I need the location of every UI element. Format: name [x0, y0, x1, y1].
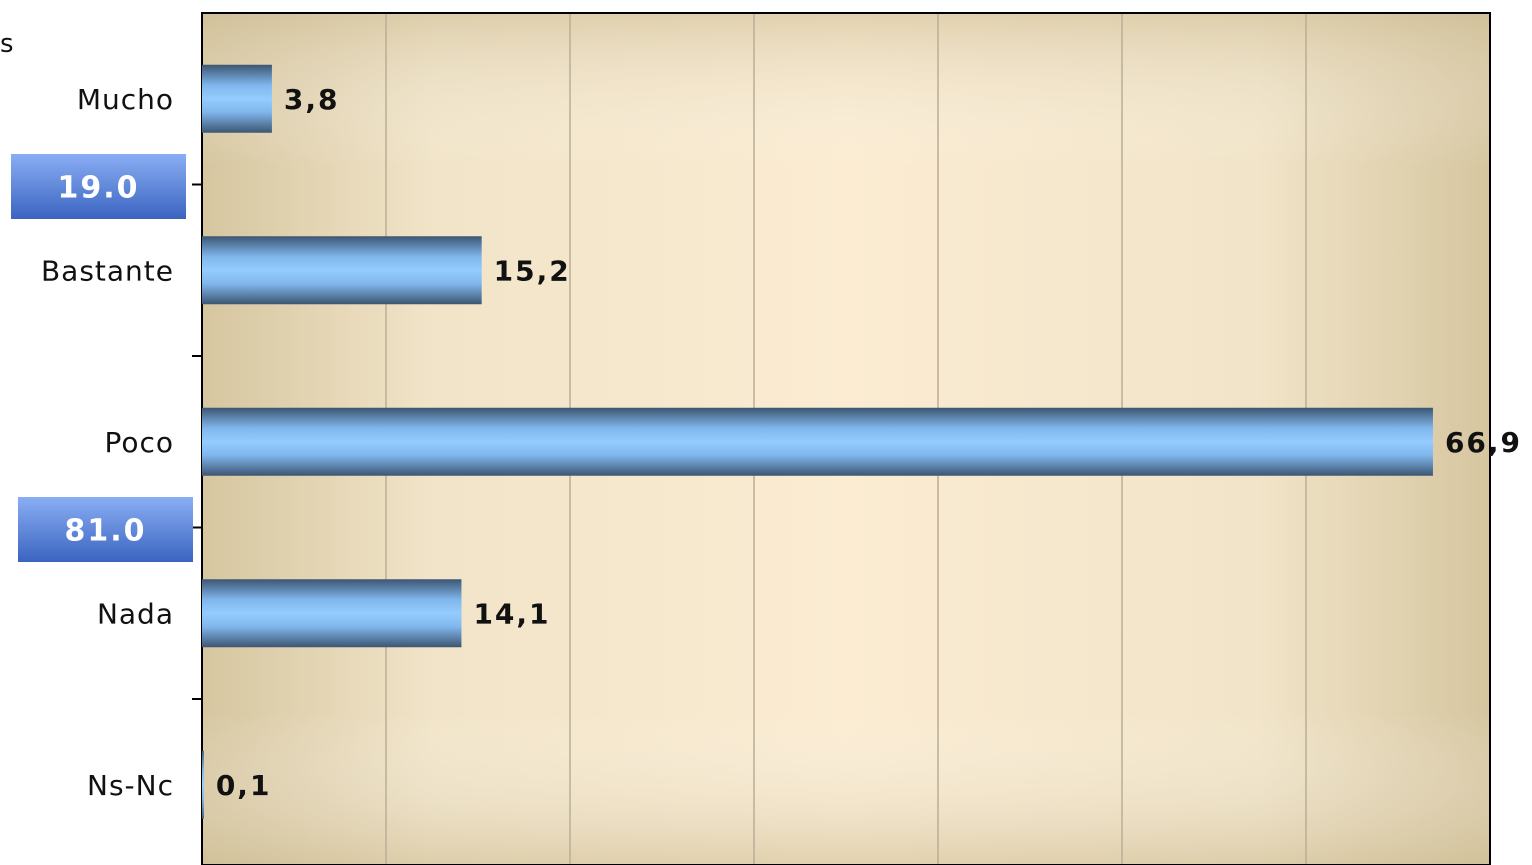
group-total-box — [11, 154, 186, 219]
group-total-label: 81.0 — [64, 514, 146, 549]
value-label: 14,1 — [473, 597, 550, 630]
group-total-label: 19.0 — [57, 171, 139, 206]
category-label: Bastante — [41, 254, 174, 287]
category-labels: Mucho Bastante Poco Nada Ns-Nc — [41, 83, 174, 802]
clipped-text-fragment: s — [0, 29, 14, 59]
bar-nada — [202, 579, 462, 648]
value-label: 66,9 — [1445, 426, 1522, 459]
category-label: Mucho — [77, 83, 174, 116]
value-label: 15,2 — [494, 254, 571, 287]
bars — [202, 64, 1433, 819]
value-labels: 3,8 15,2 66,9 14,1 0,1 — [216, 83, 1522, 802]
group-total-boxes: 19.0 81.0 — [11, 154, 193, 562]
group-total-box — [18, 497, 193, 562]
value-label: 3,8 — [284, 83, 340, 116]
value-label: 0,1 — [216, 769, 272, 802]
bar-poco — [202, 407, 1433, 476]
bar-mucho — [202, 64, 272, 133]
bar-ns-nc — [202, 750, 204, 819]
bar-bastante — [202, 236, 482, 305]
category-label: Ns-Nc — [87, 769, 174, 802]
category-label: Poco — [104, 426, 174, 459]
category-label: Nada — [97, 597, 174, 630]
category-axis-ticks — [192, 183, 202, 700]
